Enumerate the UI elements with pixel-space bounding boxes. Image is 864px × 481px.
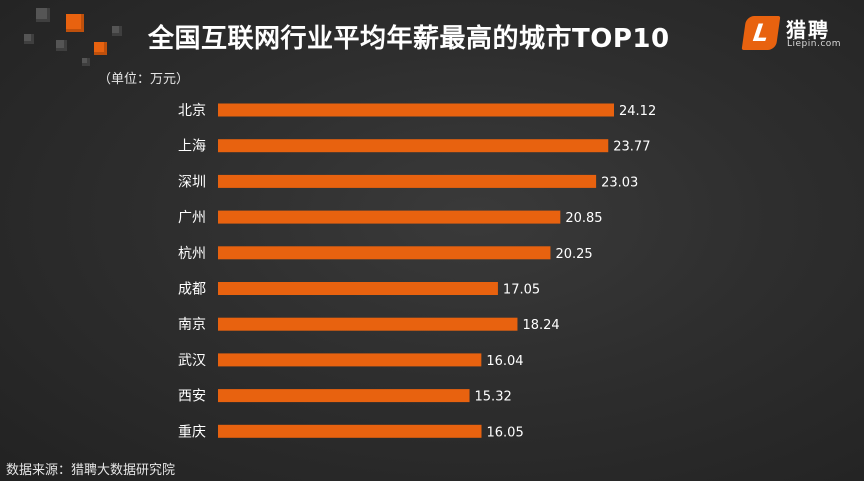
value-label: 15.32 (475, 390, 512, 405)
category-label: 广州 (178, 210, 206, 226)
value-label: 17.05 (503, 283, 540, 298)
category-label: 西安 (178, 389, 206, 405)
category-label: 南京 (178, 317, 206, 333)
value-label: 23.03 (601, 175, 638, 190)
category-label: 上海 (178, 139, 206, 155)
category-label: 成都 (178, 282, 206, 298)
bar (218, 246, 551, 260)
decor-cube (24, 34, 34, 44)
decor-cube (36, 8, 50, 22)
page-title: 全国互联网行业平均年薪最高的城市TOP10 (148, 24, 670, 54)
bar (218, 174, 597, 188)
bar (218, 210, 561, 224)
bar (218, 424, 482, 438)
bar (218, 103, 614, 117)
decor-cube (56, 40, 67, 51)
value-label: 16.05 (487, 425, 524, 440)
decor-cube (82, 58, 90, 66)
category-label: 重庆 (178, 424, 206, 440)
unit-note: （单位：万元） (98, 72, 190, 87)
value-label: 20.85 (565, 211, 602, 226)
decor-cube (66, 14, 84, 32)
value-label: 16.04 (486, 354, 523, 369)
value-label: 23.77 (613, 140, 650, 155)
bar (218, 389, 470, 403)
bar (218, 317, 518, 331)
value-label: 20.25 (555, 247, 592, 262)
category-label: 杭州 (178, 246, 206, 262)
bar (218, 139, 609, 153)
brand-logo: L 猎聘 Liepin.com (741, 12, 860, 52)
bar (218, 282, 498, 295)
decor-cube (94, 42, 107, 55)
bar (218, 353, 482, 367)
category-label: 武汉 (178, 353, 206, 369)
logo-name: 猎聘 (786, 18, 830, 42)
decor-cube (112, 26, 122, 36)
category-label: 深圳 (178, 174, 206, 190)
value-label: 18.24 (522, 318, 559, 333)
value-label: 24.12 (619, 104, 656, 119)
source-note: 数据来源：猎聘大数据研究院 (6, 463, 176, 478)
logo-subtitle: Liepin.com (787, 39, 842, 49)
category-label: 北京 (178, 103, 206, 119)
